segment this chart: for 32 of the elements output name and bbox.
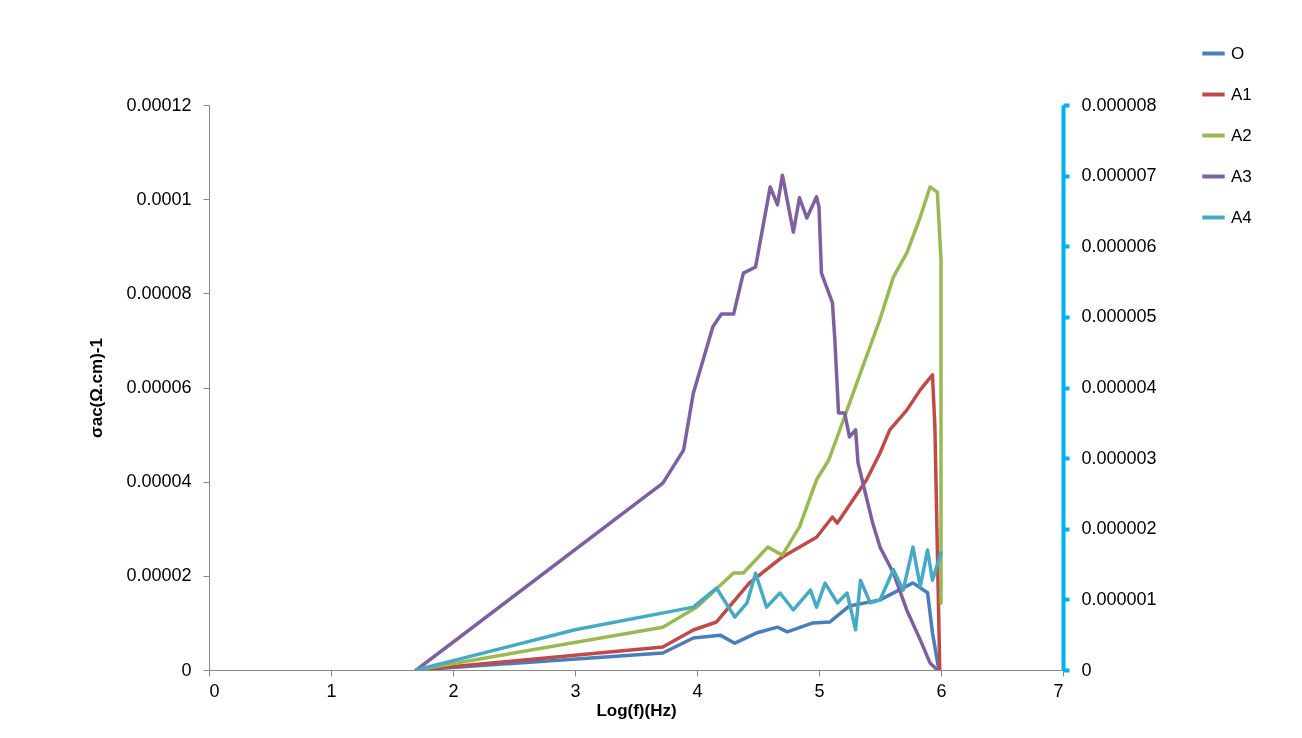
y-tick-label: 0.00004: [126, 471, 192, 492]
y-tick-label: 0.00006: [126, 377, 192, 397]
y2-tick-label: 0.000003: [1081, 447, 1157, 468]
legend-label: O: [1231, 43, 1245, 63]
x-tick-label: 0: [209, 680, 220, 701]
y-tick-label: 0.00002: [126, 565, 192, 586]
legend-label: A1: [1231, 84, 1252, 104]
x-tick-label: 5: [814, 680, 825, 701]
y-axis-title: σac(Ω.cm)-1: [87, 338, 107, 438]
x-tick-label: 1: [326, 680, 337, 701]
y2-tick-label: 0.000007: [1081, 165, 1157, 186]
x-tick-label: 3: [570, 680, 581, 701]
x-tick-label: 4: [692, 680, 703, 701]
x-tick-label: 7: [1053, 680, 1064, 701]
y2-tick-label: 0.000008: [1081, 94, 1157, 115]
x-tick-label: 2: [448, 680, 459, 701]
x-axis-title: Log(f)(Hz): [596, 700, 677, 720]
y-tick-label: 0: [181, 659, 192, 680]
y2-tick-label: 0.000006: [1081, 235, 1157, 256]
y-tick-label: 0.00008: [126, 282, 192, 303]
y2-tick-label: 0: [1081, 659, 1092, 680]
y2-tick-label: 0.000005: [1081, 306, 1157, 327]
legend-label: A2: [1231, 125, 1252, 145]
line-series: [414, 545, 943, 670]
x-tick-label: 6: [936, 680, 947, 701]
y2-tick-label: 0.000004: [1081, 377, 1157, 397]
y-tick-label: 0.00012: [126, 94, 192, 115]
legend-label: A4: [1231, 207, 1252, 227]
y2-tick-label: 0.000002: [1081, 518, 1157, 539]
y-tick-label: 0.0001: [136, 188, 192, 209]
y2-tick-label: 0.000001: [1081, 588, 1157, 609]
legend-label: A3: [1231, 166, 1252, 186]
